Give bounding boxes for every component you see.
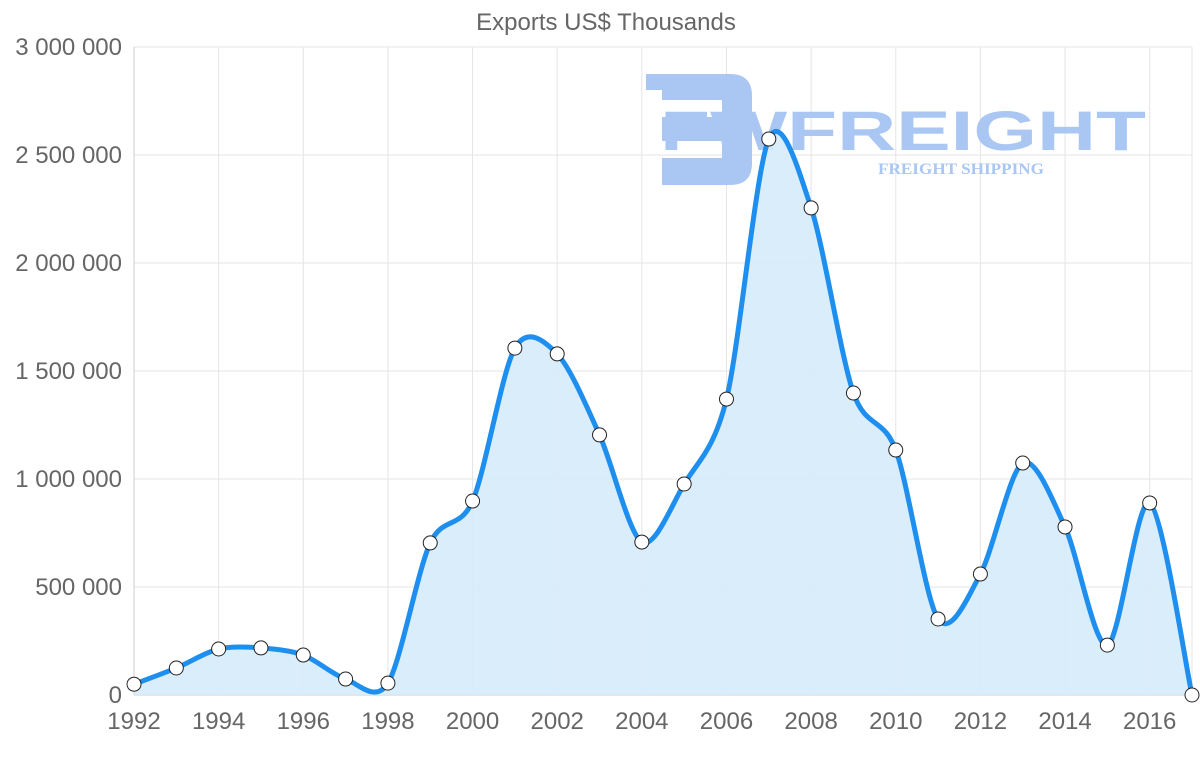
series-exports — [126, 129, 1200, 703]
data-point-1992[interactable] — [126, 676, 142, 692]
x-tick-label: 2010 — [869, 708, 922, 735]
data-point-1998[interactable] — [380, 675, 396, 691]
data-point-2017[interactable] — [1184, 687, 1200, 703]
y-tick-label: 3 000 000 — [15, 34, 122, 61]
data-point-2016[interactable] — [1142, 495, 1158, 511]
x-tick-label: 2002 — [531, 708, 584, 735]
x-tick-label: 2012 — [954, 708, 1007, 735]
watermark-brand: FWFREIGHT — [660, 99, 1146, 162]
watermark-tagline: FREIGHT SHIPPING — [878, 161, 1045, 178]
x-tick-label: 2000 — [446, 708, 499, 735]
data-point-2007[interactable] — [761, 131, 777, 147]
data-point-1994[interactable] — [211, 641, 227, 657]
y-tick-label: 2 000 000 — [15, 250, 122, 277]
x-tick-label: 2004 — [615, 708, 668, 735]
data-point-2001[interactable] — [507, 340, 523, 356]
data-point-2012[interactable] — [972, 566, 988, 582]
x-tick-label: 2016 — [1123, 708, 1176, 735]
y-tick-label: 500 000 — [35, 574, 122, 601]
chart-title: Exports US$ Thousands — [476, 9, 736, 36]
data-point-1995[interactable] — [253, 640, 269, 656]
y-tick-label: 0 — [109, 682, 122, 709]
y-axis-labels: 0 500 000 1 000 000 1 500 000 2 000 000 2 500… — [15, 34, 122, 709]
data-point-2005[interactable] — [676, 476, 692, 492]
data-point-1996[interactable] — [295, 647, 311, 663]
data-point-2015[interactable] — [1099, 637, 1115, 653]
fwfreight-watermark: FWFREIGHT FREIGHT SHIPPING — [646, 74, 1146, 185]
series-area-fill — [134, 131, 1192, 695]
data-point-1993[interactable] — [168, 660, 184, 676]
data-point-2013[interactable] — [1015, 455, 1031, 471]
x-tick-label: 2008 — [784, 708, 837, 735]
data-point-2014[interactable] — [1057, 519, 1073, 535]
data-point-2003[interactable] — [592, 427, 608, 443]
data-point-2006[interactable] — [718, 391, 734, 407]
x-axis-labels: 1992 1994 1996 1998 2000 2002 2004 2006 2008 2010… — [107, 708, 1176, 735]
x-tick-label: 1992 — [107, 708, 160, 735]
x-tick-label: 1998 — [361, 708, 414, 735]
data-point-2000[interactable] — [465, 493, 481, 509]
data-point-2009[interactable] — [845, 385, 861, 401]
x-tick-label: 1996 — [277, 708, 330, 735]
y-tick-label: 1 500 000 — [15, 358, 122, 385]
data-point-2008[interactable] — [803, 200, 819, 216]
data-point-2002[interactable] — [549, 346, 565, 362]
y-tick-label: 1 000 000 — [15, 466, 122, 493]
y-tick-label: 2 500 000 — [15, 142, 122, 169]
data-point-2011[interactable] — [930, 611, 946, 627]
x-tick-label: 1994 — [192, 708, 245, 735]
data-point-1999[interactable] — [422, 535, 438, 551]
data-point-2004[interactable] — [634, 534, 650, 550]
x-tick-label: 2014 — [1038, 708, 1091, 735]
x-tick-label: 2006 — [700, 708, 753, 735]
data-point-2010[interactable] — [888, 442, 904, 458]
fwfreight-logo-icon — [646, 74, 752, 185]
data-point-1997[interactable] — [338, 671, 354, 687]
